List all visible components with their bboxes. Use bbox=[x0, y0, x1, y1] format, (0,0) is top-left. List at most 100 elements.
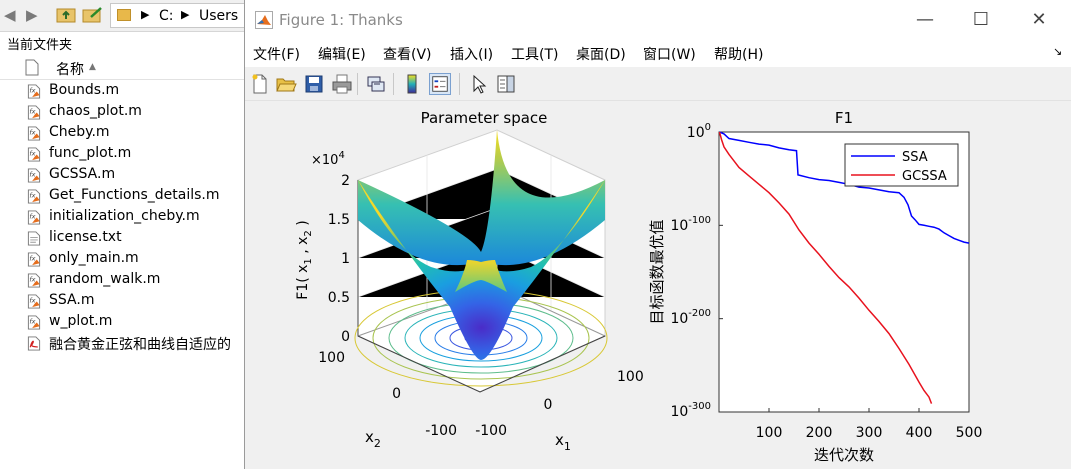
file-list-item[interactable]: fx func_plot.m bbox=[0, 144, 246, 165]
y-tick: 10-300 bbox=[670, 401, 711, 420]
legend-icon[interactable] bbox=[429, 73, 451, 95]
svg-text:fx: fx bbox=[29, 296, 35, 304]
legend-label-gcssa: GCSSA bbox=[902, 169, 947, 184]
file-list-item[interactable]: fx Get_Functions_details.m bbox=[0, 186, 246, 207]
sort-ascending-icon[interactable]: ▲ bbox=[89, 62, 96, 72]
svg-text:fx: fx bbox=[29, 317, 35, 325]
pdf-file-icon bbox=[27, 336, 41, 351]
file-name: SSA.m bbox=[49, 292, 95, 308]
x2-axis-label: x2 bbox=[365, 428, 381, 450]
svg-text:fx: fx bbox=[29, 254, 35, 262]
file-name: Get_Functions_details.m bbox=[49, 187, 220, 203]
matlab-function-file-icon: fx bbox=[27, 105, 41, 120]
menu-view[interactable]: 查看(V) bbox=[383, 47, 432, 63]
window-title: Figure 1: Thanks bbox=[279, 11, 403, 29]
x-tick: 400 bbox=[906, 425, 933, 441]
matlab-function-file-icon: fx bbox=[27, 252, 41, 267]
file-list-item[interactable]: fx SSA.m bbox=[0, 291, 246, 312]
z-axis-label: F1( x1 , x2 ) bbox=[295, 220, 314, 299]
browse-folder-icon[interactable] bbox=[82, 5, 104, 27]
svg-text:fx: fx bbox=[29, 149, 35, 157]
current-folder-title: 当前文件夹 bbox=[7, 38, 73, 53]
file-list-item[interactable]: fx initialization_cheby.m bbox=[0, 207, 246, 228]
file-list-item[interactable]: fx w_plot.m bbox=[0, 312, 246, 333]
colorbar-icon[interactable] bbox=[401, 73, 423, 95]
pointer-icon[interactable] bbox=[467, 73, 489, 95]
print-icon[interactable] bbox=[331, 73, 353, 95]
back-arrow-icon[interactable]: ◀ bbox=[4, 6, 16, 24]
file-list-item[interactable]: 融合黄金正弦和曲线自适应的 bbox=[0, 333, 246, 354]
maximize-button[interactable]: ☐ bbox=[972, 9, 990, 30]
file-name: license.txt bbox=[49, 229, 122, 245]
file-list-item[interactable]: fx GCSSA.m bbox=[0, 165, 246, 186]
file-list: fx Bounds.m fx chaos_plot.m fx Cheby.m fx func_… bbox=[0, 81, 246, 354]
link-plot-icon[interactable] bbox=[365, 73, 387, 95]
open-file-icon[interactable] bbox=[275, 73, 297, 95]
breadcrumb-separator-icon: ▶ bbox=[181, 8, 190, 21]
x1-tick: -100 bbox=[475, 423, 507, 439]
property-inspector-icon[interactable] bbox=[495, 73, 517, 95]
x-tick: 200 bbox=[806, 425, 833, 441]
matlab-function-file-icon: fx bbox=[27, 315, 41, 330]
menu-desktop[interactable]: 桌面(D) bbox=[576, 47, 626, 63]
z-tick: 0 bbox=[341, 329, 350, 345]
z-exponent-label: ×104 bbox=[311, 150, 345, 168]
menu-file[interactable]: 文件(F) bbox=[253, 47, 300, 63]
file-list-item[interactable]: license.txt bbox=[0, 228, 246, 249]
menu-insert[interactable]: 插入(I) bbox=[450, 47, 494, 63]
y-axis-label: 目标函数最优值 bbox=[648, 219, 666, 324]
floor-front-edges bbox=[357, 335, 606, 393]
svg-text:fx: fx bbox=[29, 212, 35, 220]
file-name: Cheby.m bbox=[49, 124, 110, 140]
legend[interactable]: SSA GCSSA bbox=[844, 143, 959, 187]
file-name: random_walk.m bbox=[49, 271, 161, 287]
x-tick: 500 bbox=[956, 425, 983, 441]
close-button[interactable]: ✕ bbox=[1031, 9, 1047, 30]
svg-text:fx: fx bbox=[29, 170, 35, 178]
matlab-function-file-icon: fx bbox=[27, 168, 41, 183]
matlab-function-file-icon: fx bbox=[27, 84, 41, 99]
file-list-item[interactable]: fx chaos_plot.m bbox=[0, 102, 246, 123]
menu-edit[interactable]: 编辑(E) bbox=[318, 47, 366, 63]
path-field[interactable]: ▶ C: ▶ Users bbox=[110, 3, 250, 28]
svg-text:fx: fx bbox=[29, 128, 35, 136]
series-line-ssa bbox=[719, 131, 970, 244]
legend-label-ssa: SSA bbox=[902, 150, 928, 165]
convergence-plot: F1 100 10-100 10-200 10-300 100 200 300 … bbox=[648, 109, 982, 464]
matlab-function-file-icon: fx bbox=[27, 147, 41, 162]
convergence-title: F1 bbox=[835, 109, 853, 127]
file-name: initialization_cheby.m bbox=[49, 208, 200, 224]
menu-tools[interactable]: 工具(T) bbox=[511, 47, 559, 63]
breadcrumb-users[interactable]: Users bbox=[199, 8, 239, 24]
toolbar-separator bbox=[357, 73, 358, 95]
file-name: chaos_plot.m bbox=[49, 103, 142, 119]
forward-arrow-icon[interactable]: ▶ bbox=[26, 6, 38, 24]
file-type-column-icon bbox=[25, 59, 39, 76]
minimize-button[interactable]: — bbox=[916, 9, 934, 30]
breadcrumb-drive[interactable]: C: bbox=[159, 8, 174, 24]
dock-arrow-icon[interactable]: ↘ bbox=[1053, 45, 1063, 58]
matlab-function-file-icon: fx bbox=[27, 189, 41, 204]
new-figure-icon[interactable] bbox=[249, 73, 271, 95]
x2-tick: 100 bbox=[318, 350, 345, 366]
series-lines bbox=[718, 131, 970, 404]
file-list-item[interactable]: fx Cheby.m bbox=[0, 123, 246, 144]
file-list-item[interactable]: fx Bounds.m bbox=[0, 81, 246, 102]
y-tick: 100 bbox=[687, 122, 711, 141]
matlab-function-file-icon: fx bbox=[27, 126, 41, 141]
save-icon[interactable] bbox=[303, 73, 325, 95]
matlab-function-file-icon: fx bbox=[27, 294, 41, 309]
x-tick: 100 bbox=[756, 425, 783, 441]
name-column-header[interactable]: 名称 bbox=[56, 62, 84, 78]
menu-window[interactable]: 窗口(W) bbox=[643, 47, 696, 63]
breadcrumb-separator-icon: ▶ bbox=[141, 8, 150, 21]
svg-text:fx: fx bbox=[29, 86, 35, 94]
x-tick-labels: 100 200 300 400 500 bbox=[756, 425, 983, 441]
menu-bar: 文件(F) 编辑(E) 查看(V) 插入(I) 工具(T) 桌面(D) 窗口(W… bbox=[245, 40, 1071, 67]
file-list-item[interactable]: fx only_main.m bbox=[0, 249, 246, 270]
x1-tick-labels: -100 0 100 bbox=[475, 369, 644, 439]
file-list-item[interactable]: fx random_walk.m bbox=[0, 270, 246, 291]
up-folder-icon[interactable] bbox=[56, 5, 76, 27]
file-browser: ◀ ▶ ▶ C: ▶ Users 当前文件夹 名称 ▲ fx Bounds.m fx… bbox=[0, 0, 250, 469]
menu-help[interactable]: 帮助(H) bbox=[714, 47, 764, 63]
